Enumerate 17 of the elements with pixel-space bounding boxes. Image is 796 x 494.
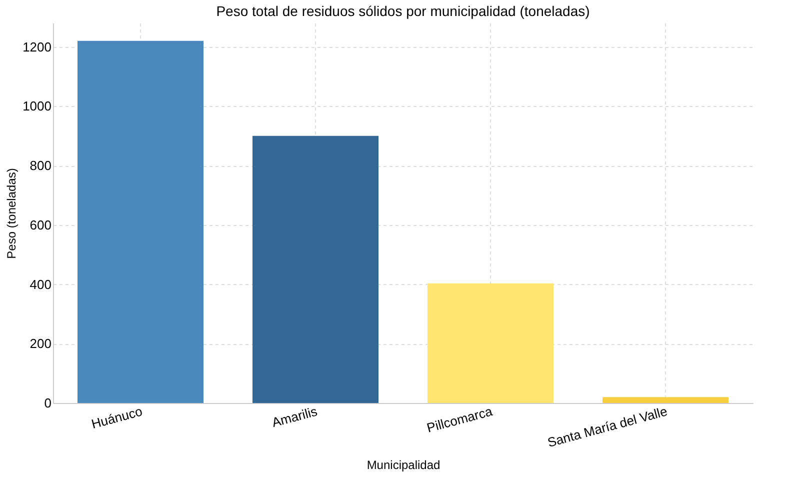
- y-axis-title: Peso (toneladas): [4, 168, 19, 259]
- x-tick-label: Huánuco: [90, 404, 144, 432]
- y-tick-label: 400: [30, 276, 52, 292]
- x-tick-label: Santa María del Valle: [546, 404, 669, 450]
- bar: [602, 397, 728, 403]
- y-tick-label: 600: [30, 217, 52, 232]
- bar: [78, 40, 204, 403]
- x-tick-label: Amarilis: [270, 403, 320, 430]
- chart-title: Peso total de residuos sólidos por municipalidad (toneladas): [216, 3, 590, 19]
- y-tick-label: 0: [44, 396, 52, 410]
- y-tick-label: 1200: [22, 39, 52, 54]
- y-tick-label: 1000: [22, 98, 52, 114]
- x-axis-title: Municipalidad: [366, 458, 440, 472]
- y-tick-label: 800: [30, 158, 52, 173]
- bar: [252, 136, 378, 403]
- y-tick-label: 200: [30, 336, 52, 352]
- bar: [428, 283, 554, 403]
